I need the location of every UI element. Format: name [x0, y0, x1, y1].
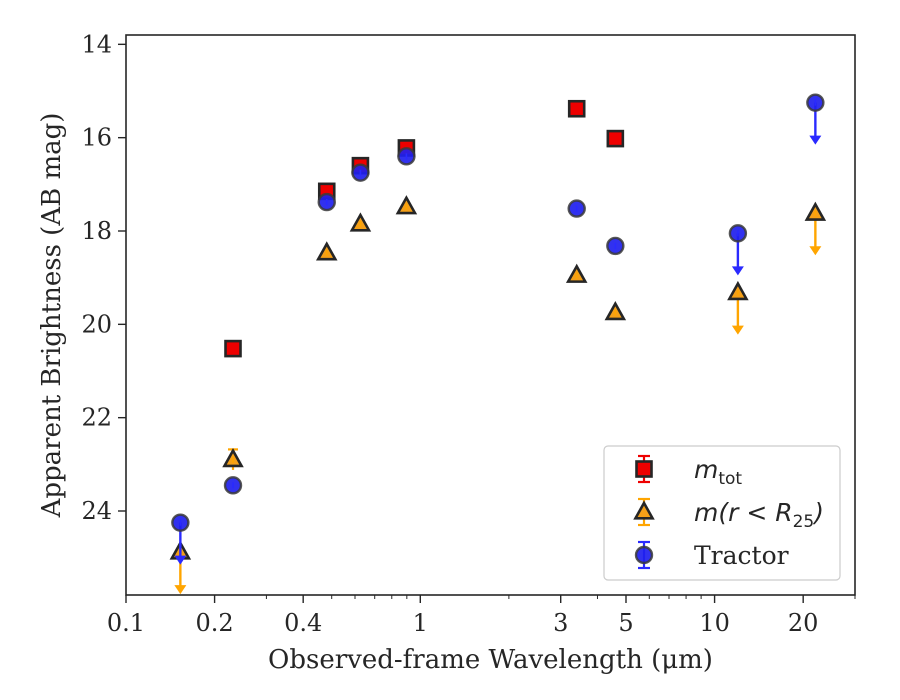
legend-label: Tractor	[694, 541, 789, 570]
data-point	[604, 301, 627, 321]
legend-box	[603, 445, 841, 581]
y-axis-label: Apparent Brightness (AB mag)	[37, 113, 67, 519]
upper-limit-arrowhead	[809, 246, 822, 256]
data-point	[727, 280, 749, 335]
y-tick-label: 24	[81, 497, 112, 525]
data-point	[606, 236, 625, 256]
data-point	[315, 241, 338, 261]
data-point	[395, 195, 418, 215]
plot-frame	[125, 34, 856, 596]
series-circle	[171, 93, 825, 565]
x-tick-label: 10	[699, 609, 730, 637]
y-tick-label: 16	[81, 124, 112, 152]
data-point	[804, 201, 827, 256]
data-point	[606, 129, 625, 148]
y-tick-label: 18	[81, 217, 112, 245]
data-point	[223, 476, 243, 495]
data-point	[351, 163, 370, 182]
data-point	[224, 339, 242, 358]
axes: 0.1 0.2 0.4 1 3 5 10 20 14 16 18 20 22 24	[81, 30, 856, 637]
x-tick-label: 0.4	[284, 609, 322, 637]
y-tick-label: 14	[81, 30, 112, 58]
y-tick-label: 20	[81, 310, 112, 338]
data-point	[567, 199, 586, 218]
legend-label: mtot	[694, 455, 742, 489]
x-tick-label: 1	[413, 609, 428, 637]
data-point	[728, 224, 748, 276]
x-tick-label: 0.2	[196, 609, 234, 637]
upper-limit-arrowhead	[731, 266, 744, 276]
data-marks	[169, 93, 827, 595]
upper-limit-arrowhead	[809, 135, 822, 145]
legend-entry: mtot	[635, 454, 742, 489]
series-triangle	[169, 195, 827, 595]
triangle-marker	[633, 500, 655, 520]
legend-entry: Tractor	[634, 540, 789, 570]
upper-limit-arrowhead	[174, 585, 187, 595]
data-point	[806, 93, 825, 145]
y-tick-label: 22	[81, 404, 112, 432]
upper-limit-arrowhead	[174, 555, 187, 565]
circle-marker	[634, 545, 654, 565]
data-point	[349, 212, 372, 232]
upper-limit-arrowhead	[731, 325, 744, 335]
square-marker	[635, 460, 653, 478]
data-point	[222, 448, 244, 470]
data-point	[567, 99, 586, 118]
x-tick-label: 0.1	[107, 609, 145, 637]
data-point	[317, 192, 336, 212]
series-square	[224, 99, 625, 358]
data-point	[397, 147, 416, 166]
x-tick-label: 3	[553, 609, 568, 637]
x-axis-label: Observed-frame Wavelength (μm)	[268, 645, 713, 675]
data-point	[171, 513, 190, 565]
x-tick-label: 5	[618, 609, 633, 637]
x-tick-label: 20	[788, 609, 819, 637]
data-point	[565, 263, 588, 283]
